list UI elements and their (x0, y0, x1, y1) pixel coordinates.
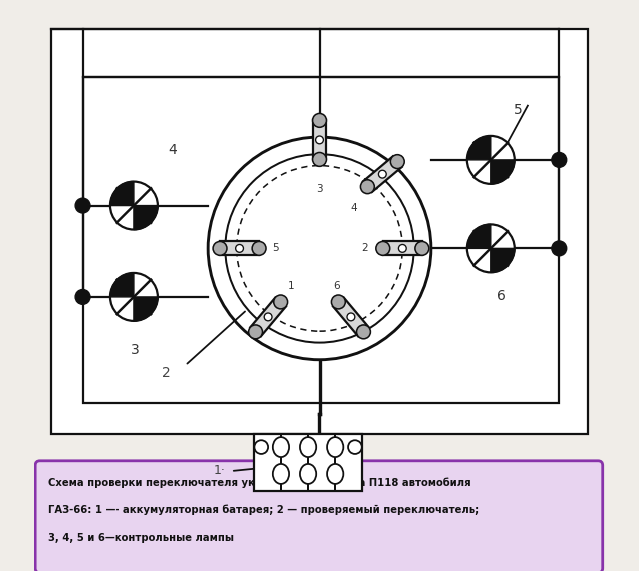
Polygon shape (467, 224, 491, 248)
Circle shape (467, 224, 515, 272)
Polygon shape (383, 242, 422, 255)
Bar (254, 434, 362, 491)
Text: 2: 2 (162, 366, 171, 380)
Circle shape (236, 244, 243, 252)
Circle shape (252, 242, 266, 255)
Circle shape (273, 295, 288, 309)
Text: 4: 4 (351, 203, 357, 212)
Circle shape (110, 273, 158, 321)
Text: ГАЗ-66: 1 —- аккумуляторная батарея; 2 — проверяемый переключатель;: ГАЗ-66: 1 —- аккумуляторная батарея; 2 —… (49, 504, 479, 514)
Circle shape (357, 325, 371, 339)
Circle shape (316, 136, 323, 144)
Circle shape (208, 137, 431, 360)
Circle shape (552, 241, 567, 256)
Polygon shape (220, 242, 259, 255)
Circle shape (312, 152, 327, 166)
Text: 6: 6 (497, 289, 505, 303)
Circle shape (332, 295, 345, 309)
Polygon shape (467, 136, 491, 160)
Circle shape (213, 242, 227, 255)
Ellipse shape (273, 464, 289, 484)
Circle shape (415, 242, 429, 255)
Circle shape (376, 242, 390, 255)
Text: 4: 4 (168, 143, 177, 157)
Circle shape (110, 182, 158, 230)
Circle shape (312, 114, 327, 127)
Polygon shape (250, 297, 286, 336)
Circle shape (390, 155, 404, 168)
Polygon shape (110, 273, 134, 297)
Circle shape (264, 313, 272, 321)
Circle shape (348, 440, 362, 454)
Polygon shape (491, 248, 515, 272)
Text: 3: 3 (131, 343, 140, 357)
Ellipse shape (300, 464, 316, 484)
Text: 3, 4, 5 и 6—контрольные лампы: 3, 4, 5 и 6—контрольные лампы (49, 533, 235, 543)
Circle shape (347, 313, 355, 321)
Text: Схема проверки переключателя указателей поворота П118 автомобиля: Схема проверки переключателя указателей … (49, 477, 471, 488)
Ellipse shape (327, 464, 343, 484)
Ellipse shape (327, 437, 343, 457)
Circle shape (467, 136, 515, 184)
Text: 1: 1 (288, 281, 295, 291)
Bar (51, 29, 588, 434)
Text: 1·: 1· (214, 464, 226, 477)
Polygon shape (333, 297, 369, 336)
Text: 5: 5 (514, 103, 523, 117)
Polygon shape (110, 182, 134, 206)
Circle shape (75, 198, 90, 213)
Circle shape (254, 440, 268, 454)
Polygon shape (134, 297, 158, 321)
Circle shape (552, 152, 567, 167)
Text: 5: 5 (272, 243, 279, 254)
Text: 2: 2 (362, 243, 368, 254)
Polygon shape (363, 156, 402, 192)
Circle shape (398, 244, 406, 252)
Text: 3: 3 (316, 184, 323, 194)
Circle shape (249, 325, 263, 339)
Polygon shape (312, 120, 327, 159)
Polygon shape (491, 160, 515, 184)
Circle shape (378, 170, 386, 178)
Bar (82, 77, 559, 403)
Circle shape (75, 289, 90, 304)
Circle shape (360, 180, 374, 194)
Text: 6: 6 (334, 281, 340, 291)
Ellipse shape (300, 437, 316, 457)
Ellipse shape (273, 437, 289, 457)
FancyBboxPatch shape (35, 461, 603, 571)
Polygon shape (134, 206, 158, 230)
